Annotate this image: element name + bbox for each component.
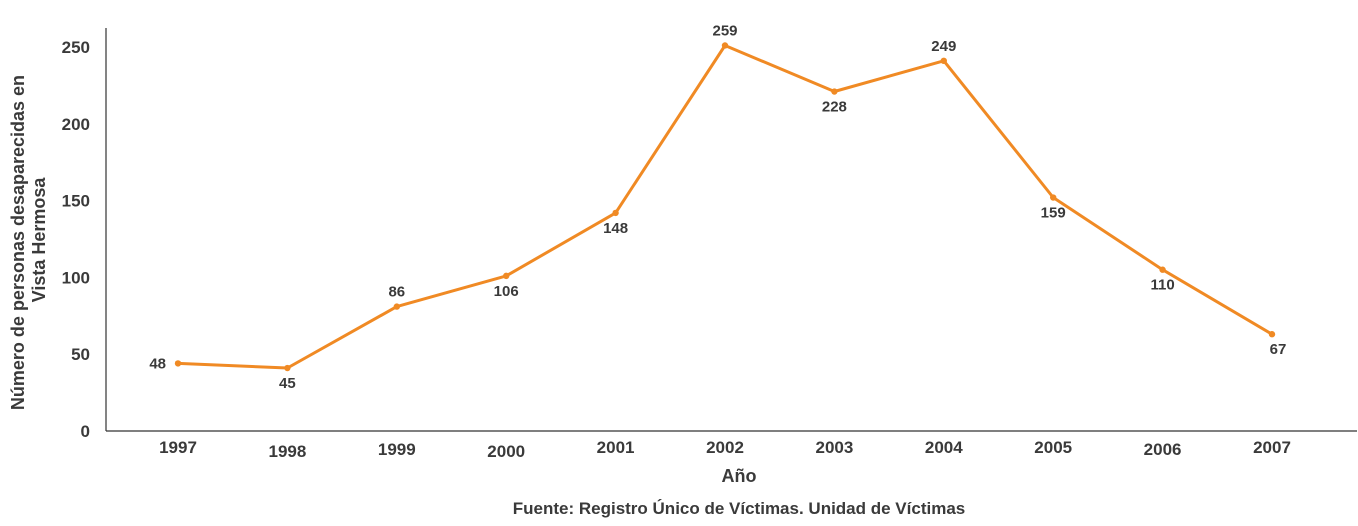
x-tick-label: 2002 (706, 438, 744, 457)
data-label: 259 (712, 22, 737, 39)
x-tick-label: 2000 (487, 442, 525, 461)
data-label: 148 (603, 220, 628, 237)
x-tick-label: 2005 (1034, 438, 1072, 457)
chart-axes (105, 28, 1357, 432)
data-point (612, 209, 619, 217)
x-tick-label: 2006 (1144, 440, 1182, 459)
y-tick-label: 200 (62, 115, 90, 134)
series-group (174, 42, 1276, 372)
data-point (393, 303, 400, 310)
data-point (940, 57, 947, 65)
data-point (721, 42, 729, 49)
y-tick-label: 250 (62, 38, 90, 57)
data-label: 45 (279, 375, 296, 392)
source-note: Fuente: Registro Único de Víctimas. Unid… (513, 499, 965, 518)
y-axis-title: Número de personas desaparecidas en Vist… (8, 70, 49, 410)
data-point (831, 88, 838, 95)
data-point (1159, 266, 1166, 273)
data-label: 67 (1270, 341, 1287, 358)
x-tick-label: 2001 (597, 438, 635, 457)
y-tick-label: 150 (62, 192, 90, 211)
series-line (176, 44, 1274, 370)
x-tick-label: 1999 (378, 440, 416, 459)
x-tick-label: 2004 (925, 438, 963, 457)
data-point (284, 364, 291, 372)
data-label: 249 (931, 38, 956, 55)
x-axis-title: Año (722, 466, 757, 486)
x-tick-label: 1998 (268, 442, 306, 461)
data-label: 159 (1041, 205, 1066, 222)
y-tick-label: 100 (62, 268, 90, 287)
x-tick-label: 2003 (815, 438, 853, 457)
y-axis-title-line-1: Número de personas desaparecidas en (8, 75, 28, 410)
x-tick-labels: 1997 1998 1999 2000 2001 2002 2003 2004 2005 2006… (159, 438, 1291, 461)
data-label: 228 (822, 99, 847, 116)
data-label: 48 (149, 355, 166, 372)
data-label: 106 (494, 283, 519, 300)
data-label: 86 (388, 284, 405, 301)
data-point (1050, 194, 1057, 201)
y-axis-title-line-2: Vista Hermosa (29, 177, 49, 303)
data-point (174, 360, 182, 367)
x-tick-label: 1997 (159, 438, 197, 457)
data-point (1268, 331, 1276, 338)
data-labels: 48 45 86 106 148 259 228 249 159 110 67 (149, 22, 1286, 392)
y-tick-label: 0 (81, 422, 90, 441)
y-tick-label: 50 (71, 345, 90, 364)
x-tick-label: 2007 (1253, 438, 1291, 457)
y-tick-labels: 0 50 100 150 200 250 (62, 38, 90, 441)
data-label: 110 (1150, 277, 1174, 294)
data-point (503, 272, 510, 280)
